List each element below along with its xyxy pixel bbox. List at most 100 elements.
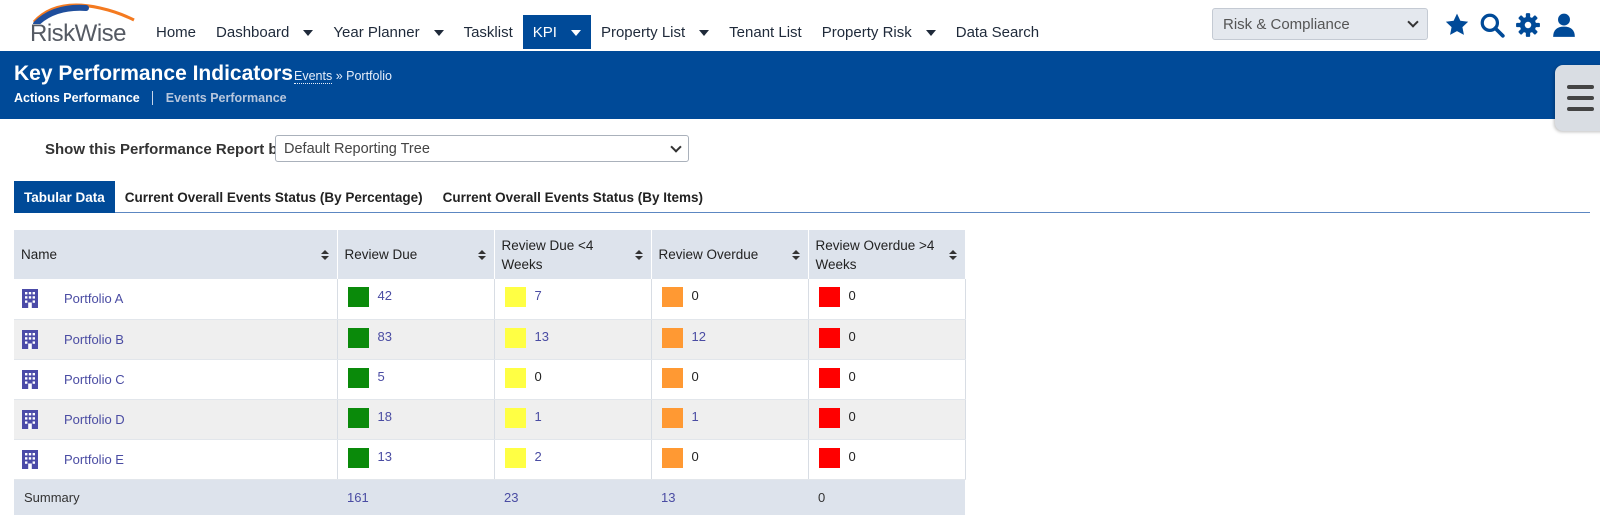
- summary-review-due: 161: [337, 479, 494, 515]
- tab-tabular-data[interactable]: Tabular Data: [14, 181, 115, 213]
- count-link[interactable]: 42: [377, 288, 392, 304]
- cell-review-due: 13: [337, 439, 495, 480]
- nav-home[interactable]: Home: [146, 15, 206, 49]
- cell-name: Portfolio E: [14, 439, 338, 480]
- count-link[interactable]: 18: [377, 408, 392, 424]
- cell-review-overdue: 0: [651, 439, 809, 480]
- count-link[interactable]: 13: [377, 448, 392, 464]
- status-swatch: [661, 447, 683, 468]
- portfolio-link[interactable]: Portfolio E: [64, 451, 124, 467]
- count-link[interactable]: 1: [534, 408, 542, 424]
- count-value: 0: [848, 408, 856, 424]
- gear-icon[interactable]: [1515, 12, 1541, 38]
- portfolio-link[interactable]: Portfolio A: [64, 291, 124, 307]
- tab-status-by-items[interactable]: Current Overall Events Status (By Items): [442, 189, 703, 205]
- status-swatch: [347, 327, 369, 348]
- nav-label: Year Planner: [333, 23, 420, 41]
- top-navbar: RiskWise Home Dashboard Year Planner Tas…: [0, 0, 1600, 51]
- cell-name: Portfolio D: [14, 399, 338, 440]
- cell-review-due-4-weeks: 1: [494, 399, 652, 440]
- portfolio-link[interactable]: Portfolio D: [64, 411, 125, 427]
- breadcrumb-link-events[interactable]: Events: [294, 69, 333, 84]
- count-link[interactable]: 12: [691, 328, 706, 344]
- count-value: 0: [848, 448, 856, 464]
- column-label: Name: [21, 247, 58, 262]
- nav-data-search[interactable]: Data Search: [946, 15, 1049, 49]
- status-swatch: [347, 447, 369, 468]
- column-header-review-overdue-4-weeks[interactable]: Review Overdue >4 Weeks: [808, 230, 966, 279]
- breadcrumb: Events » Portfolio: [294, 69, 392, 84]
- subnav-actions-performance[interactable]: Actions Performance: [14, 91, 153, 105]
- portfolio-link[interactable]: Portfolio B: [64, 331, 124, 347]
- chevron-down-icon: [670, 140, 682, 153]
- count-value: 0: [691, 448, 699, 464]
- nav-label: Tasklist: [463, 23, 513, 41]
- column-label: Review Overdue >4 Weeks: [815, 237, 935, 272]
- count-link[interactable]: 7: [534, 288, 542, 304]
- status-swatch: [661, 367, 683, 388]
- nav-year-planner[interactable]: Year Planner: [323, 15, 453, 49]
- building-icon: [22, 289, 38, 309]
- column-header-review-overdue[interactable]: Review Overdue: [651, 230, 809, 279]
- status-swatch: [504, 407, 526, 428]
- summary-review-overdue: 13: [651, 479, 808, 515]
- count-link[interactable]: 83: [377, 328, 392, 344]
- nav-tenant-list[interactable]: Tenant List: [719, 15, 812, 49]
- column-header-name[interactable]: Name: [14, 230, 338, 279]
- logo-text: RiskWise: [30, 20, 127, 47]
- search-icon[interactable]: [1479, 12, 1505, 38]
- cell-review-overdue-4-weeks: 0: [808, 439, 966, 480]
- module-select[interactable]: Risk & Compliance: [1212, 8, 1428, 40]
- nav-kpi[interactable]: KPI: [522, 15, 591, 49]
- summary-review-due-4-weeks: 23: [494, 479, 651, 515]
- cell-review-due: 83: [337, 319, 495, 360]
- column-header-review-due-4-weeks[interactable]: Review Due <4 Weeks: [494, 230, 652, 279]
- portfolio-link[interactable]: Portfolio C: [64, 371, 125, 387]
- user-icon[interactable]: [1551, 12, 1577, 38]
- column-label: Review Due: [344, 247, 418, 262]
- nav-label: Property Risk: [821, 23, 912, 41]
- sort-icon: [948, 249, 957, 260]
- summary-count-link[interactable]: 13: [661, 489, 676, 505]
- side-menu-toggle[interactable]: [1555, 65, 1600, 131]
- column-header-review-due[interactable]: Review Due: [337, 230, 495, 279]
- star-icon[interactable]: [1444, 12, 1470, 38]
- table-row: Portfolio E 13 2 0 0: [14, 439, 966, 480]
- subnav-events-performance[interactable]: Events Performance: [165, 91, 287, 105]
- nav-tasklist[interactable]: Tasklist: [454, 15, 523, 49]
- count-link[interactable]: 5: [377, 368, 385, 384]
- logo-arc-icon: [32, 3, 135, 24]
- cell-review-overdue: 0: [651, 359, 809, 400]
- caret-down-icon: [699, 30, 710, 36]
- building-icon: [22, 329, 38, 349]
- status-swatch: [347, 367, 369, 388]
- summary-count: 0: [818, 489, 826, 505]
- summary-label: Summary: [24, 489, 80, 505]
- table-row: Portfolio D 18 1 1 0: [14, 399, 966, 440]
- page-header: Key Performance Indicators Events » Port…: [0, 51, 1600, 119]
- tab-status-by-percentage[interactable]: Current Overall Events Status (By Percen…: [124, 189, 423, 205]
- chevron-down-icon: [1407, 16, 1419, 28]
- sub-navigation: Actions Performance Events Performance: [14, 91, 287, 105]
- nav-property-risk[interactable]: Property Risk: [812, 15, 946, 49]
- cell-review-due-4-weeks: 0: [494, 359, 652, 400]
- count-value: 0: [534, 368, 542, 384]
- count-value: 0: [691, 288, 699, 304]
- reporting-tree-select[interactable]: Default Reporting Tree: [275, 135, 689, 162]
- caret-down-icon: [303, 30, 314, 36]
- count-link[interactable]: 13: [534, 328, 549, 344]
- summary-count-link[interactable]: 161: [347, 489, 369, 505]
- nav-dashboard[interactable]: Dashboard: [206, 15, 323, 49]
- breadcrumb-separator: »: [332, 69, 347, 83]
- count-link[interactable]: 2: [534, 448, 542, 464]
- status-swatch: [661, 287, 683, 308]
- summary-review-overdue-4-weeks: 0: [808, 479, 965, 515]
- nav-property-list[interactable]: Property List: [591, 15, 719, 49]
- cell-review-overdue: 1: [651, 399, 809, 440]
- cell-name: Portfolio B: [14, 319, 338, 360]
- sort-icon: [320, 249, 329, 260]
- nav-label: Dashboard: [216, 23, 290, 41]
- summary-count-link[interactable]: 23: [504, 489, 519, 505]
- count-link[interactable]: 1: [691, 408, 699, 424]
- riskwise-logo[interactable]: RiskWise: [26, 2, 138, 47]
